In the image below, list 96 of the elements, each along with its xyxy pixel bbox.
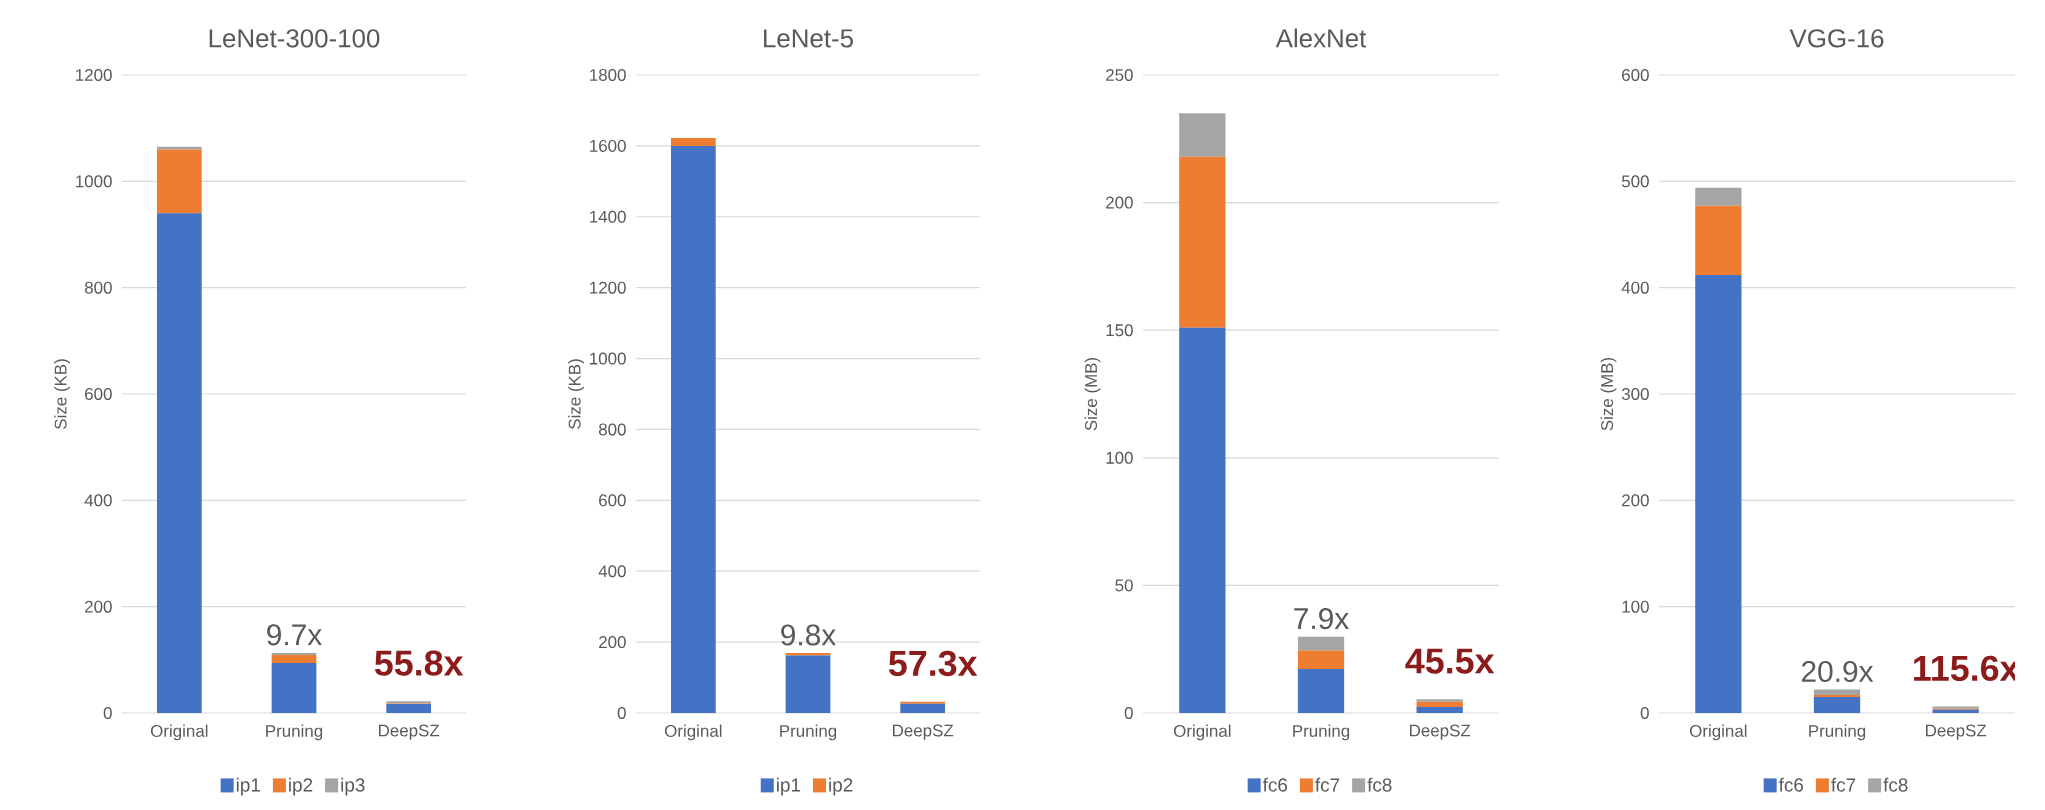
y-tick-label: 1800 — [590, 69, 626, 81]
y-tick-label: 0 — [1124, 707, 1133, 719]
y-tick-label: 0 — [103, 707, 112, 719]
chart-title: LeNet-300-100 — [209, 29, 380, 48]
y-axis-title: Size (MB) — [1084, 357, 1101, 431]
y-tick-label: 1000 — [590, 352, 626, 365]
y-tick-label: 1200 — [590, 281, 626, 294]
y-tick-label: 600 — [599, 494, 626, 507]
legend-label: ip3 — [341, 777, 365, 796]
legend-label: ip2 — [289, 777, 313, 796]
legend-label: fc6 — [1778, 777, 1804, 792]
bar — [271, 655, 317, 664]
bar — [386, 703, 432, 713]
bar — [156, 149, 202, 214]
chart-title: AlexNet — [1275, 28, 1367, 48]
annotation: 45.5x — [1405, 648, 1495, 674]
y-tick-label: 300 — [1621, 388, 1649, 400]
y-tick-label: 1000 — [76, 175, 112, 188]
y-tick-label: 800 — [84, 281, 112, 294]
y-tick-label: 400 — [1621, 281, 1649, 294]
x-tick-label: DeepSZ — [1410, 724, 1471, 740]
y-axis-title: Size (KB) — [54, 359, 70, 429]
y-tick-label: 400 — [84, 494, 112, 507]
y-tick-label: 400 — [598, 565, 626, 578]
y-tick-label: 200 — [599, 636, 626, 649]
x-tick-label: Pruning — [1293, 724, 1350, 741]
bar — [1813, 689, 1861, 695]
x-tick-label: Pruning — [266, 724, 323, 741]
bar — [1813, 694, 1861, 698]
y-tick-label: 50 — [1115, 579, 1133, 592]
annotation: 9.8x — [781, 624, 836, 646]
chart-title: VGG-16 — [1789, 29, 1884, 48]
annotation: 115.6x — [1914, 655, 2020, 682]
bar — [1179, 156, 1226, 328]
bar — [1695, 274, 1742, 713]
x-tick-label: Original — [1173, 724, 1231, 741]
annotation: 7.9x — [1294, 608, 1349, 630]
x-tick-label: Original — [664, 724, 722, 741]
x-tick-label: Original — [1689, 724, 1747, 741]
x-tick-label: DeepSZ — [1926, 724, 1987, 740]
bar — [900, 701, 946, 704]
y-tick-label: 100 — [1106, 451, 1133, 464]
bar — [271, 652, 317, 656]
y-tick-label: 1400 — [590, 210, 626, 223]
bar — [1416, 701, 1463, 707]
legend-label: fc6 — [1262, 777, 1288, 792]
bar — [271, 663, 317, 713]
bar — [1179, 327, 1226, 713]
bar — [1416, 706, 1463, 713]
legend-label: fc8 — [1367, 777, 1392, 792]
bar — [1297, 636, 1345, 651]
y-axis-title: Size (MB) — [1600, 357, 1617, 431]
y-tick-label: 600 — [85, 388, 112, 400]
bar — [1695, 205, 1742, 275]
y-axis-title: Size (KB) — [568, 359, 584, 429]
y-tick-label: 500 — [1621, 175, 1649, 188]
x-tick-label: DeepSZ — [378, 724, 440, 740]
legend-label: ip2 — [829, 777, 853, 796]
bar — [900, 703, 946, 713]
bar — [1416, 699, 1463, 702]
x-tick-label: DeepSZ — [893, 724, 954, 740]
bar — [156, 213, 202, 713]
y-tick-label: 0 — [617, 707, 626, 719]
bar — [1695, 187, 1742, 206]
y-tick-label: 1200 — [76, 68, 112, 81]
x-tick-label: Pruning — [1809, 724, 1866, 741]
bar — [1813, 697, 1861, 713]
legend-label: ip1 — [236, 777, 260, 796]
legend-label: ip1 — [777, 777, 801, 796]
legend-label: fc7 — [1315, 777, 1340, 792]
bar — [1297, 669, 1345, 713]
x-tick-label: Pruning — [780, 724, 837, 741]
y-tick-label: 250 — [1106, 68, 1133, 81]
chart-title: LeNet-5 — [764, 29, 853, 48]
annotation: 55.8x — [374, 650, 464, 676]
y-tick-label: 1600 — [590, 139, 626, 152]
legend-label: fc7 — [1831, 777, 1856, 792]
y-tick-label: 200 — [1106, 196, 1133, 209]
y-tick-label: 0 — [1640, 707, 1649, 719]
annotation: 20.9x — [1801, 660, 1874, 683]
bar — [785, 655, 831, 713]
y-tick-label: 800 — [598, 423, 626, 436]
y-tick-label: 200 — [85, 600, 112, 613]
y-tick-label: 100 — [1622, 600, 1649, 613]
y-tick-label: 600 — [1622, 69, 1649, 81]
y-tick-label: 150 — [1106, 324, 1133, 337]
bar — [1297, 650, 1345, 670]
y-tick-label: 200 — [1622, 494, 1649, 507]
annotation: 57.3x — [888, 650, 978, 677]
bar — [670, 138, 716, 146]
annotation: 9.7x — [267, 624, 322, 646]
legend-label: fc8 — [1883, 777, 1908, 792]
bar — [1179, 113, 1226, 157]
x-tick-label: Original — [150, 724, 208, 741]
bar — [785, 653, 831, 656]
bar — [670, 145, 716, 713]
